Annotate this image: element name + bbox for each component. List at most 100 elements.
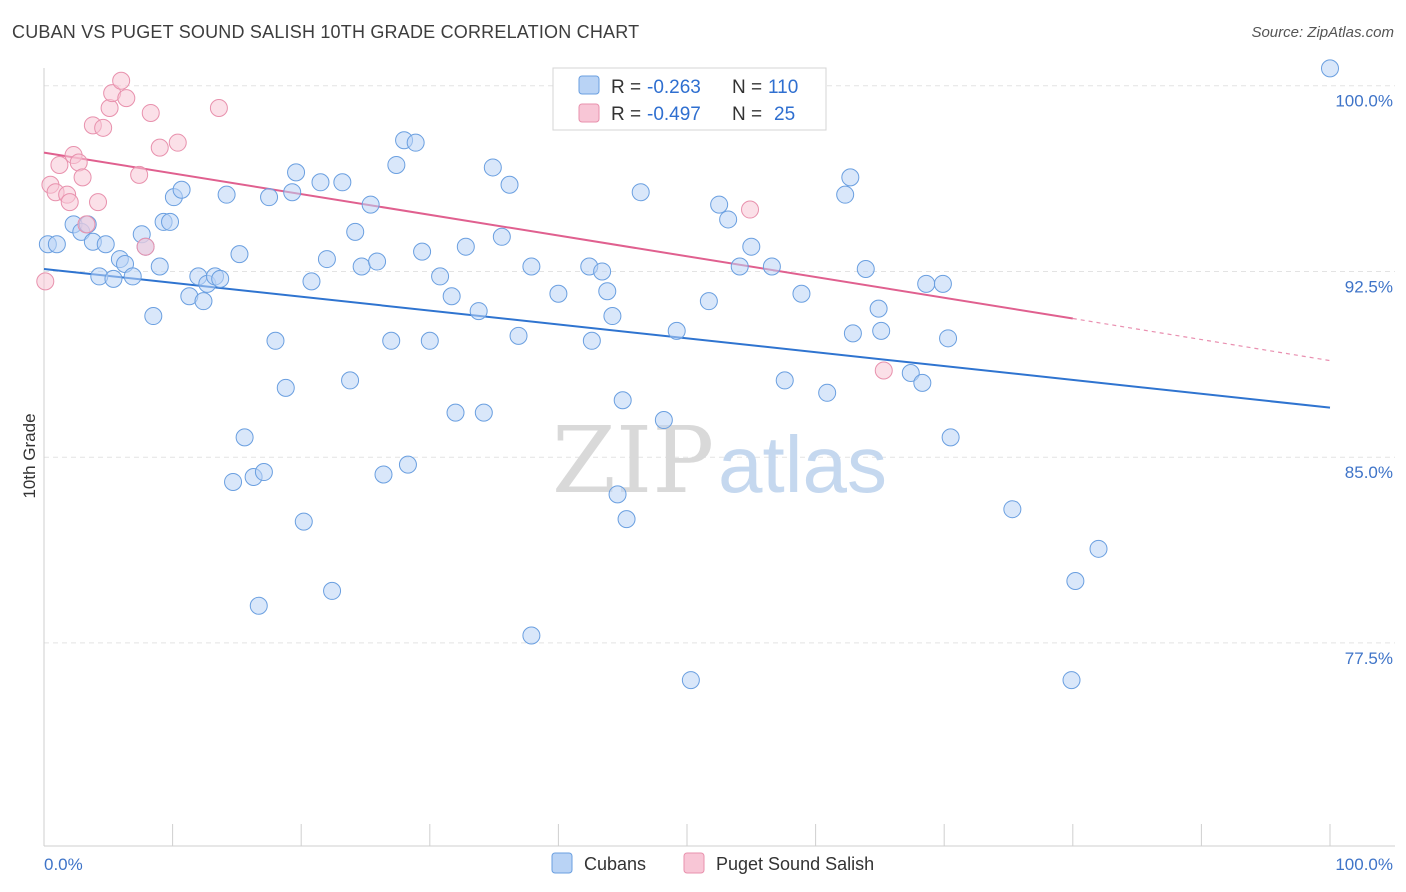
trend-line-cubans bbox=[43, 267, 1331, 409]
point-salish bbox=[100, 99, 119, 118]
watermark-zip: ZIP bbox=[552, 407, 714, 514]
point-cubans bbox=[266, 331, 285, 350]
point-cubans bbox=[1003, 500, 1022, 519]
point-cubans bbox=[374, 465, 393, 484]
point-cubans bbox=[598, 282, 617, 301]
point-cubans bbox=[775, 371, 794, 390]
point-salish bbox=[130, 165, 149, 184]
point-cubans bbox=[608, 485, 627, 504]
y-tick-label: 85.0% bbox=[1345, 463, 1393, 482]
point-cubans bbox=[913, 373, 932, 392]
point-cubans bbox=[654, 411, 673, 430]
trend-line-salish-extension bbox=[1072, 317, 1331, 362]
point-cubans bbox=[431, 267, 450, 286]
point-cubans bbox=[869, 299, 888, 318]
legend-swatch-salish bbox=[683, 852, 705, 874]
point-cubans bbox=[352, 257, 371, 276]
point-cubans bbox=[442, 287, 461, 306]
stats-r-value: -0.497 bbox=[647, 104, 701, 125]
data-points bbox=[36, 59, 1339, 690]
x-tick-label: 100.0% bbox=[1335, 855, 1393, 874]
point-cubans bbox=[1066, 572, 1085, 591]
point-cubans bbox=[841, 168, 860, 187]
point-salish bbox=[168, 133, 187, 152]
point-cubans bbox=[368, 252, 387, 271]
point-salish bbox=[77, 215, 96, 234]
point-cubans bbox=[446, 403, 465, 422]
y-tick-labels: 100.0% 92.5% 85.0% 77.5% bbox=[1335, 92, 1393, 668]
point-cubans bbox=[413, 242, 432, 261]
point-cubans bbox=[211, 269, 230, 288]
stats-n-label: N = bbox=[732, 77, 762, 98]
point-cubans bbox=[144, 307, 163, 326]
legend-label-salish: Puget Sound Salish bbox=[716, 854, 874, 874]
point-cubans bbox=[47, 235, 66, 254]
legend-swatch-cubans bbox=[551, 852, 573, 874]
point-cubans bbox=[719, 210, 738, 229]
chart-title: CUBAN VS PUGET SOUND SALISH 10TH GRADE C… bbox=[12, 22, 640, 42]
point-cubans bbox=[582, 331, 601, 350]
point-cubans bbox=[593, 262, 612, 281]
x-tick-labels: 0.0% 100.0% bbox=[44, 855, 1393, 874]
y-axis-label: 10th Grade bbox=[20, 413, 39, 498]
stats-n-value: 25 bbox=[774, 104, 795, 125]
x-tick-label: 0.0% bbox=[44, 855, 83, 874]
stats-r-value: -0.263 bbox=[647, 77, 701, 98]
point-salish bbox=[874, 361, 893, 380]
point-cubans bbox=[1062, 671, 1081, 690]
point-cubans bbox=[492, 227, 511, 246]
point-cubans bbox=[1321, 59, 1339, 78]
point-cubans bbox=[792, 284, 811, 303]
point-cubans bbox=[613, 391, 632, 410]
point-salish bbox=[741, 200, 760, 219]
point-salish bbox=[112, 71, 131, 90]
point-cubans bbox=[150, 257, 169, 276]
point-cubans bbox=[104, 269, 123, 288]
point-cubans bbox=[194, 292, 213, 311]
point-cubans bbox=[469, 302, 488, 321]
y-tick-label: 100.0% bbox=[1335, 92, 1393, 111]
point-cubans bbox=[96, 235, 115, 254]
point-cubans bbox=[617, 510, 636, 529]
point-cubans bbox=[710, 195, 729, 214]
point-cubans bbox=[762, 257, 781, 276]
point-cubans bbox=[456, 237, 475, 256]
point-cubans bbox=[398, 455, 417, 474]
stats-swatch-cubans bbox=[578, 75, 600, 95]
point-cubans bbox=[509, 326, 528, 345]
point-cubans bbox=[500, 175, 519, 194]
point-salish bbox=[89, 193, 108, 212]
point-cubans bbox=[302, 272, 321, 291]
point-cubans bbox=[254, 463, 273, 482]
point-cubans bbox=[161, 212, 180, 231]
watermark: ZIP atlas bbox=[552, 407, 887, 514]
point-cubans bbox=[856, 259, 875, 278]
stats-swatch-salish bbox=[578, 103, 600, 123]
point-salish bbox=[69, 153, 88, 172]
point-cubans bbox=[341, 371, 360, 390]
point-cubans bbox=[522, 257, 541, 276]
point-salish bbox=[36, 272, 55, 291]
point-cubans bbox=[549, 284, 568, 303]
trend-line-salish bbox=[43, 151, 1073, 320]
point-cubans bbox=[522, 626, 541, 645]
watermark-atlas: atlas bbox=[718, 420, 887, 509]
point-cubans bbox=[283, 183, 302, 202]
point-cubans bbox=[939, 329, 958, 348]
point-cubans bbox=[818, 383, 837, 402]
point-cubans bbox=[224, 472, 243, 491]
point-cubans bbox=[681, 671, 700, 690]
point-cubans bbox=[123, 267, 142, 286]
point-salish bbox=[50, 155, 69, 174]
point-cubans bbox=[323, 581, 342, 600]
point-cubans bbox=[361, 195, 380, 214]
point-cubans bbox=[901, 363, 920, 382]
stats-legend: R = -0.263 N = 110 R = -0.497 N = 25 bbox=[552, 67, 827, 131]
point-cubans bbox=[346, 222, 365, 241]
point-salish bbox=[73, 168, 92, 187]
point-cubans bbox=[699, 292, 718, 311]
point-salish bbox=[60, 193, 79, 212]
point-cubans bbox=[603, 307, 622, 326]
point-cubans bbox=[172, 180, 191, 199]
